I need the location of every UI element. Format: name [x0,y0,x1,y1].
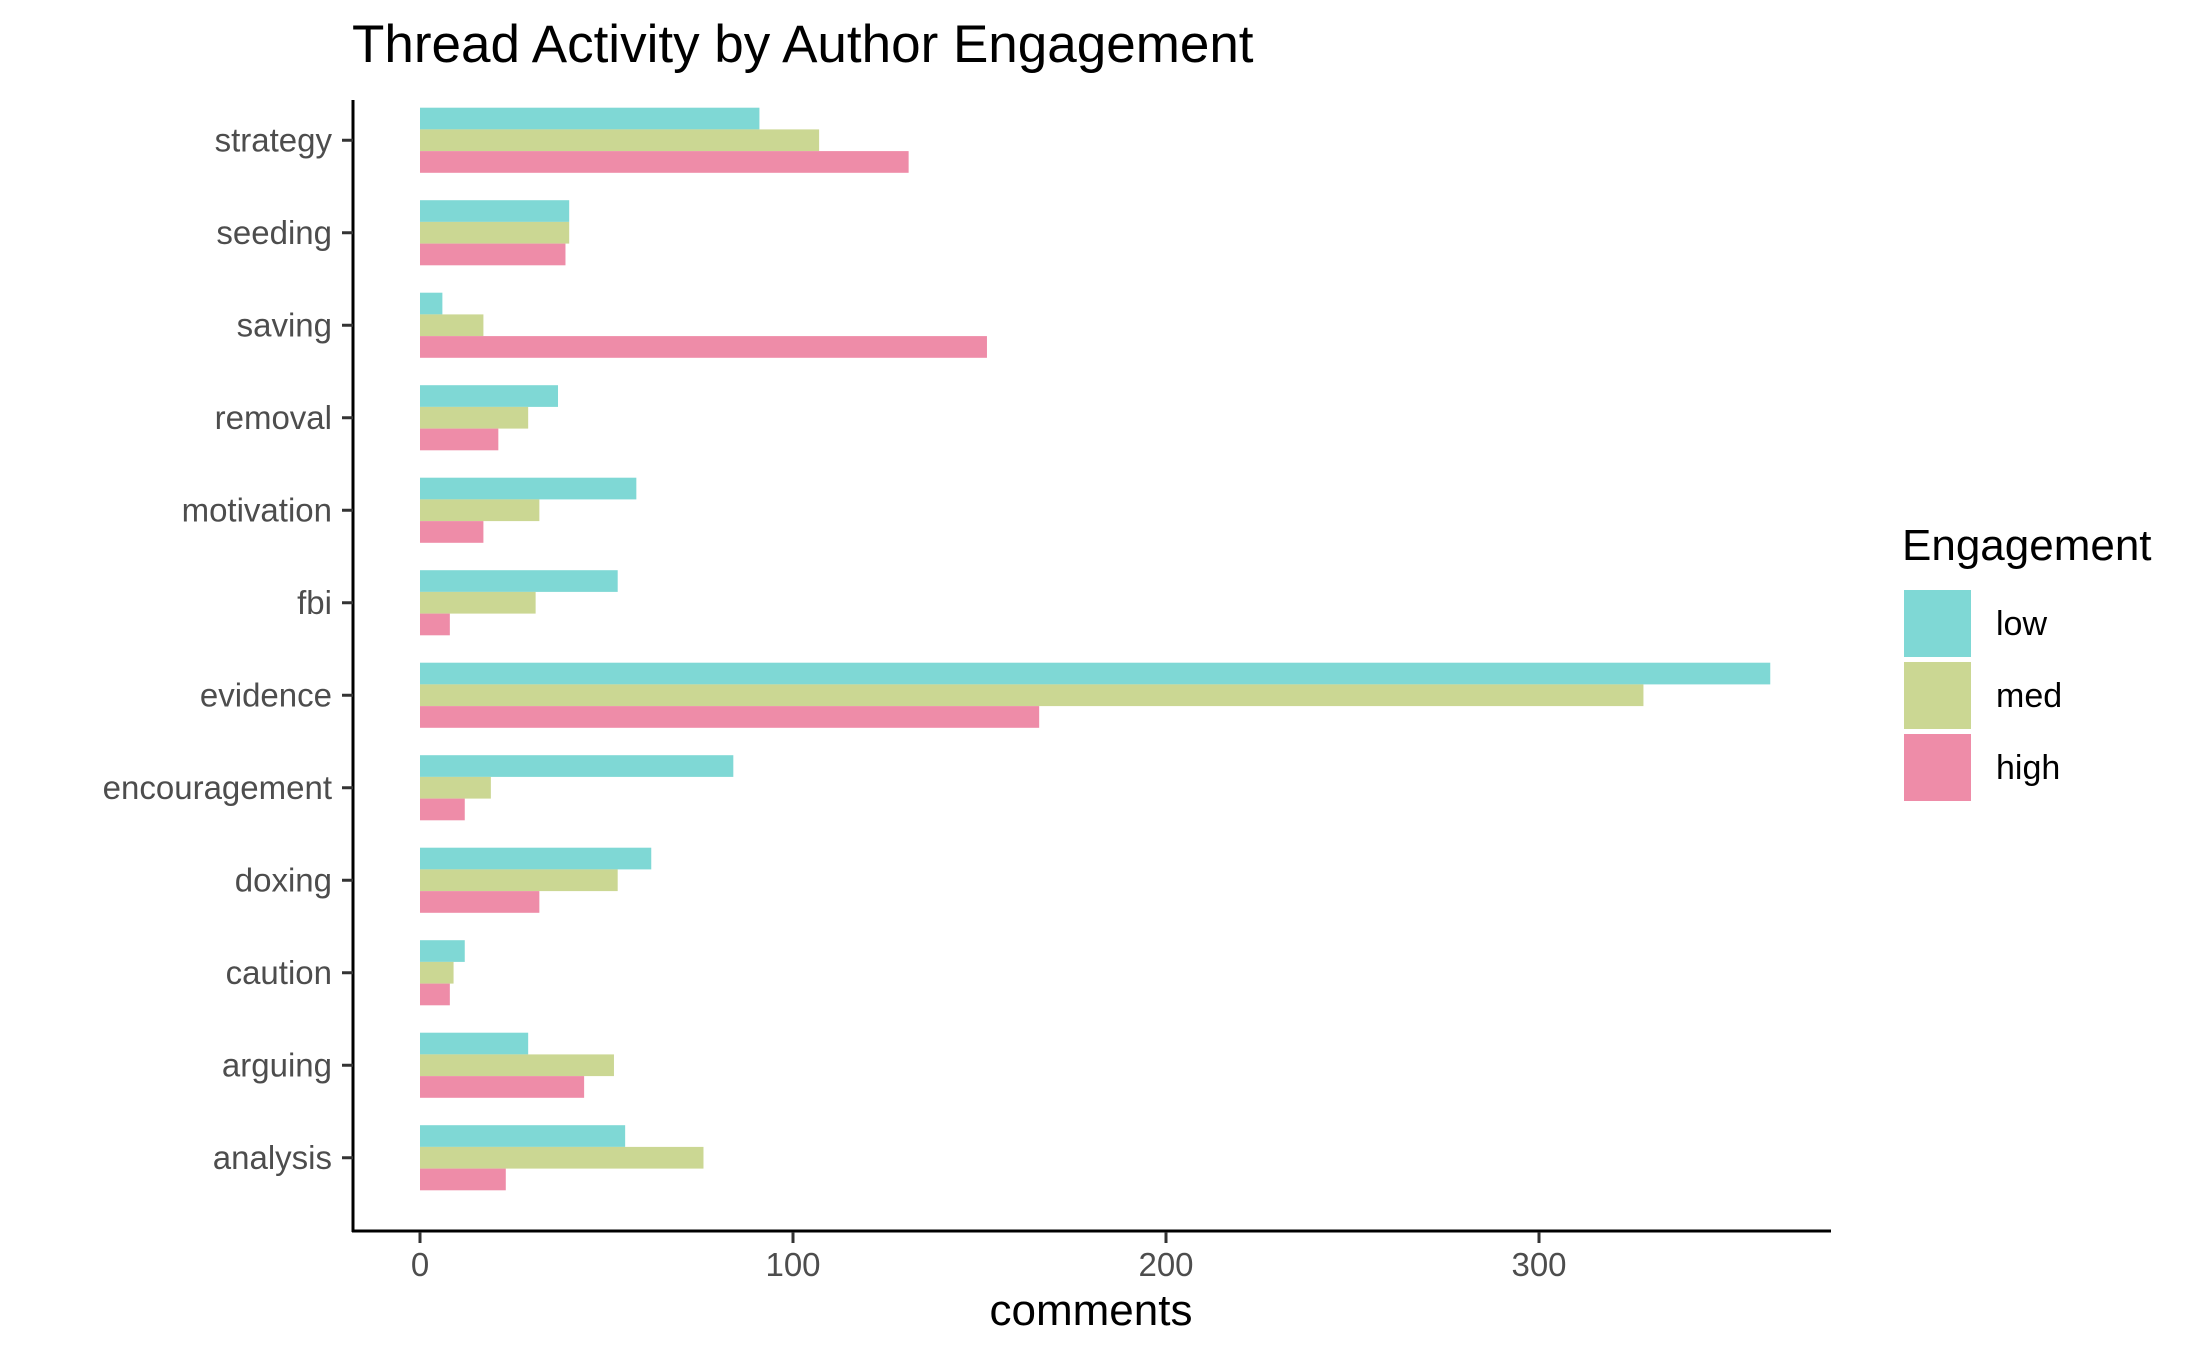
x-axis-title: comments [990,1286,1193,1335]
bar-fbi-med [420,591,536,614]
legend: Engagement low med high [1902,521,2152,801]
bar-caution-low [420,940,465,962]
y-tick-label: analysis [213,1139,332,1176]
bar-analysis-low [420,1125,626,1147]
bar-evidence-low [420,662,1771,685]
y-tick-label: strategy [215,121,333,158]
bar-saving-high [420,336,987,358]
bar-strategy-high [420,151,909,173]
y-tick-label: caution [226,954,332,991]
legend-label-med: med [1996,677,2062,715]
bars-layer [420,107,1771,1191]
bar-saving-med [420,314,484,337]
bar-doxing-med [420,869,618,892]
bar-analysis-high [420,1168,506,1191]
bar-removal-high [420,428,499,451]
y-tick-label: evidence [200,676,332,713]
y-tick-label: seeding [216,214,332,251]
y-tick-label: encouragement [103,769,332,806]
bar-caution-med [420,961,454,984]
x-tick-label: 100 [765,1246,820,1283]
y-tick-label: arguing [222,1046,332,1083]
bar-evidence-med [420,684,1644,707]
bar-arguing-low [420,1032,529,1055]
bar-saving-low [420,292,443,315]
bar-arguing-high [420,1076,585,1098]
y-tick-label: motivation [182,491,332,528]
bar-seeding-high [420,243,566,266]
legend-label-low: low [1996,605,2047,643]
y-axis: strategy seeding saving removal motivation fb… [103,100,355,1232]
y-tick-label: doxing [235,861,332,898]
y-tick-label: saving [237,306,332,343]
legend-swatch-med [1904,662,1971,729]
bar-seeding-low [420,200,570,222]
x-tick-label: 200 [1138,1246,1193,1283]
bar-caution-high [420,983,450,1006]
bar-fbi-low [420,570,618,592]
bar-motivation-high [420,521,484,543]
bar-doxing-low [420,847,652,870]
bar-fbi-high [420,613,450,636]
x-axis: 0 100 200 300 [352,1229,1831,1283]
bar-encouragement-med [420,776,491,799]
bar-strategy-low [420,107,760,130]
bar-encouragement-high [420,798,465,821]
bar-arguing-med [420,1054,614,1077]
bar-seeding-med [420,221,570,244]
bar-removal-low [420,385,559,407]
x-tick-label: 300 [1511,1246,1566,1283]
bar-evidence-high [420,706,1040,728]
bar-doxing-high [420,891,540,913]
bar-motivation-med [420,499,540,522]
bar-removal-med [420,406,529,429]
bar-encouragement-low [420,755,734,777]
legend-title: Engagement [1902,521,2152,570]
bar-strategy-med [420,129,820,152]
y-tick-label: fbi [297,584,332,621]
bar-analysis-med [420,1146,704,1169]
legend-swatch-high [1904,734,1971,801]
y-tick-label: removal [215,399,332,436]
chart-title: Thread Activity by Author Engagement [352,15,1254,74]
legend-swatch-low [1904,590,1971,657]
legend-label-high: high [1996,749,2060,787]
bar-motivation-low [420,477,637,500]
x-tick-label: 0 [411,1246,429,1283]
